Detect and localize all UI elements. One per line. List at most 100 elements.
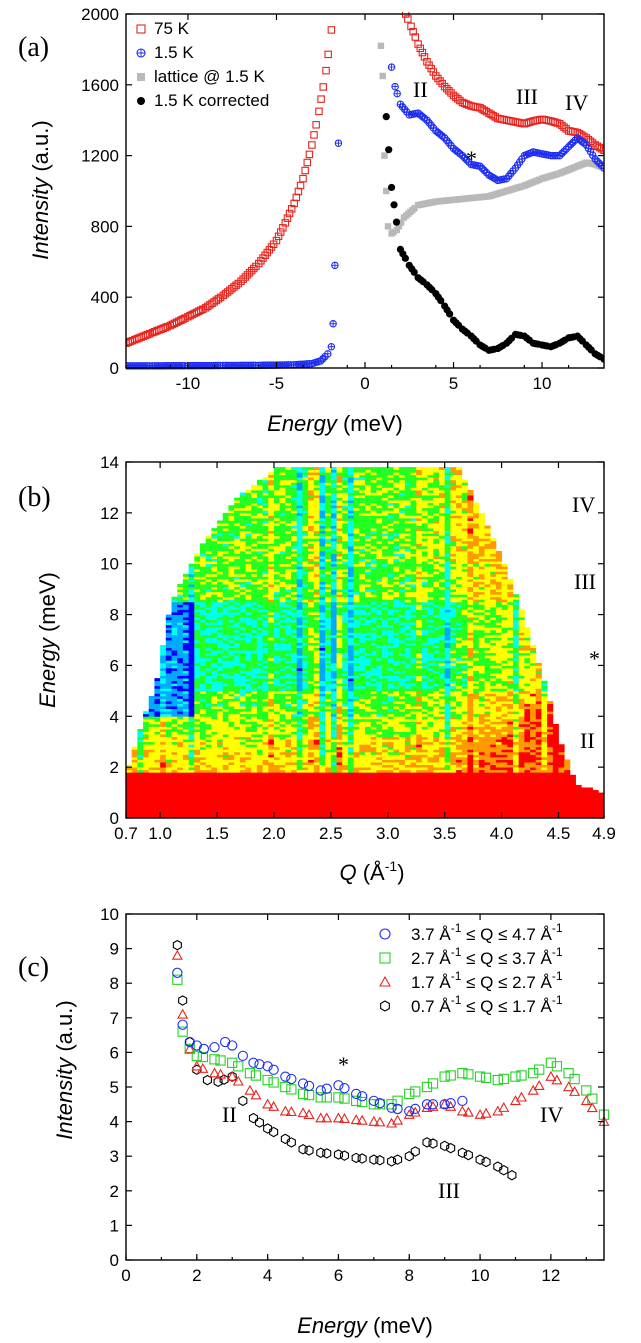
heatmap-cell (547, 759, 554, 763)
heatmap-cell (291, 754, 298, 758)
heatmap-cell (325, 556, 332, 560)
heatmap-cell (199, 759, 241, 763)
heatmap-cell (336, 563, 349, 567)
heatmap-cell (205, 685, 212, 689)
heatmap-cell (444, 568, 451, 572)
heatmap-cell (336, 558, 343, 562)
heatmap-cell (137, 749, 144, 753)
heatmap-cell (319, 558, 326, 562)
heatmap-cell (438, 553, 446, 557)
heatmap-cell (205, 652, 218, 656)
heatmap-cell (256, 558, 263, 562)
heatmap-cell (473, 749, 502, 753)
heatmap-cell (456, 604, 463, 608)
heatmap-cell (347, 665, 355, 669)
heatmap-cell (330, 535, 337, 539)
heatmap-cell (319, 622, 332, 626)
heatmap-cell (410, 586, 417, 590)
heatmap-cell (461, 640, 474, 643)
heatmap-cell (291, 548, 298, 552)
heatmap-cell (473, 688, 485, 692)
heatmap-cell (353, 741, 372, 745)
heatmap-cell (199, 698, 207, 702)
heatmap-cell (433, 502, 440, 506)
heatmap-cell (291, 571, 298, 575)
heatmap-cell (444, 578, 457, 582)
heatmap-cell (461, 759, 468, 763)
heatmap-cell (512, 622, 520, 626)
heatmap-cell (234, 538, 241, 542)
heatmap-cell (308, 721, 315, 725)
heatmap-cell (251, 767, 258, 771)
heatmap-cell (495, 708, 502, 712)
heatmap-cell (478, 545, 497, 549)
heatmap-cell (319, 744, 326, 748)
heatmap-cell (302, 619, 309, 623)
heatmap-cell (199, 568, 212, 572)
heatmap-cell (325, 561, 332, 565)
heatmap-cell (308, 726, 315, 730)
heatmap-cell (188, 650, 195, 654)
heatmap-cell (399, 573, 406, 577)
heatmap-cell (393, 629, 400, 633)
heatmap-cell (296, 540, 303, 544)
heatmap-cell (194, 736, 201, 740)
heatmap-cell (376, 545, 383, 549)
heatmap-cell (353, 688, 377, 692)
heatmap-cell (148, 698, 155, 702)
heatmap-cell (336, 581, 343, 585)
heatmap-cell (541, 701, 548, 704)
heatmap-cell (330, 502, 337, 506)
heatmap-cell (444, 520, 451, 524)
heatmap-cell (336, 764, 349, 768)
heatmap-cell (473, 762, 480, 765)
heatmap-cell (211, 657, 218, 661)
panel-a-marks (126, 12, 604, 370)
heatmap-cell (234, 726, 241, 730)
heatmap-cell (427, 665, 440, 669)
heatmap-cell (365, 731, 377, 735)
heatmap-cell (450, 492, 463, 496)
heatmap-cell (336, 754, 343, 758)
heatmap-cell (291, 673, 298, 676)
heatmap-cell (302, 637, 309, 641)
heatmap-cell (330, 573, 337, 577)
heatmap-cell (182, 573, 189, 577)
heatmap-cell (291, 667, 298, 671)
heatmap-cell (365, 578, 372, 582)
heatmap-cell (478, 617, 485, 621)
heatmap-cell (495, 571, 508, 575)
heatmap-cell (399, 510, 406, 514)
heatmap-cell (182, 670, 189, 674)
heatmap-cell (154, 749, 161, 753)
heatmap-cell (353, 708, 366, 712)
heatmap-cell (245, 698, 252, 702)
heatmap-cell (296, 701, 309, 704)
heatmap-cell (444, 678, 451, 682)
heatmap-cell (524, 713, 531, 717)
heatmap-cell (330, 528, 337, 532)
heatmap-cell (393, 584, 400, 587)
heatmap-cell (302, 573, 309, 577)
heatmap-cell (490, 629, 497, 633)
heatmap-cell (353, 665, 366, 669)
heatmap-cell (421, 690, 434, 694)
heatmap-cell (239, 589, 246, 593)
heatmap-cell (438, 683, 446, 687)
data-point (327, 26, 336, 34)
heatmap-cell (279, 756, 315, 760)
heatmap-cell (353, 657, 372, 661)
heatmap-cell (245, 751, 252, 755)
heatmap-cell (279, 581, 286, 585)
heatmap-cell (262, 624, 269, 628)
heatmap-cell (217, 606, 224, 610)
heatmap-cell (421, 721, 428, 725)
heatmap-cell (342, 657, 349, 661)
heatmap-cell (518, 650, 531, 654)
heatmap-cell (188, 604, 195, 608)
heatmap-cell (313, 545, 320, 549)
heatmap-cell (330, 711, 337, 715)
heatmap-cell (330, 517, 337, 521)
heatmap-cell (467, 627, 502, 631)
heatmap-cell (547, 729, 559, 732)
